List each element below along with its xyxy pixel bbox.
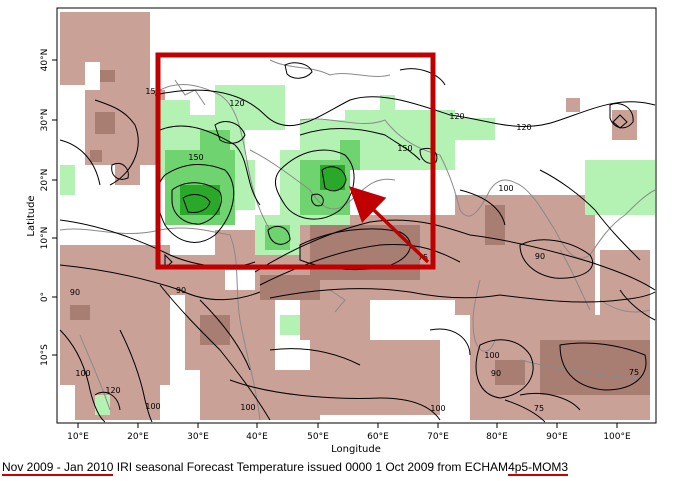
highlight-arrow [348,186,430,264]
contour-label: 90 [535,252,545,261]
contour-label: 120 [105,386,120,395]
lat-tick-label: 10°S [40,344,50,366]
x-axis-title: Longitude [331,444,381,455]
lat-tick-label: 0° [40,292,50,302]
lon-tick-label: 10°E [67,432,89,442]
lon-tick-label: 20°E [127,432,149,442]
contour-label: 100 [484,351,499,360]
caption-text: IRI seasonal Forecast Temperature issued… [113,460,509,474]
contour-label: 90 [176,286,186,295]
contour-label: 75 [629,368,639,377]
contour-label: 100 [145,402,160,411]
coastlines [59,59,656,421]
contour-label: 150 [397,144,412,153]
lon-tick-label: 40°E [246,432,268,442]
highlight-box [155,52,436,270]
lon-tick-label: 70°E [427,432,449,442]
lat-tick-label: 40°N [40,49,50,72]
latitude-tick-labels: 40°N 30°N 20°N 10°N 0° 10°S [40,49,50,366]
lon-tick-label: 50°E [307,432,329,442]
contour-label: 90 [70,288,80,297]
y-axis-title: Latitude [26,195,37,236]
contour-label: 120 [449,112,464,121]
lon-tick-label: 80°E [486,432,508,442]
contour-label: 100 [240,403,255,412]
contour-label: 120 [229,99,244,108]
contour-label: 90 [491,369,501,378]
lat-tick-label: 10°N [40,227,50,250]
lat-tick-label: 20°N [40,169,50,192]
caption-model-suffix: 4p5-MOM3 [508,460,569,476]
lon-tick-label: 90°E [546,432,568,442]
contour-label: 150 [188,153,203,162]
lon-tick-label: 60°E [367,432,389,442]
longitude-tick-labels: 10°E 20°E 30°E 40°E 50°E 60°E 70°E 80°E … [67,432,631,442]
lon-tick-label: 30°E [187,432,209,442]
lon-tick-label: 100°E [603,432,631,442]
tick-marks [52,59,618,428]
contour-label: 100 [75,369,90,378]
contour-label: 100 [430,404,445,413]
figure-caption: Nov 2009 - Jan 2010 IRI seasonal Forecas… [2,460,682,476]
contour-label: 100 [498,184,513,193]
contour-label: 150 [145,87,160,96]
caption-period: Nov 2009 - Jan 2010 [2,460,114,476]
contour-label: 75 [534,404,544,413]
contour-label: 120 [516,123,531,132]
lat-tick-label: 30°N [40,109,50,132]
contour-lines [59,62,656,423]
